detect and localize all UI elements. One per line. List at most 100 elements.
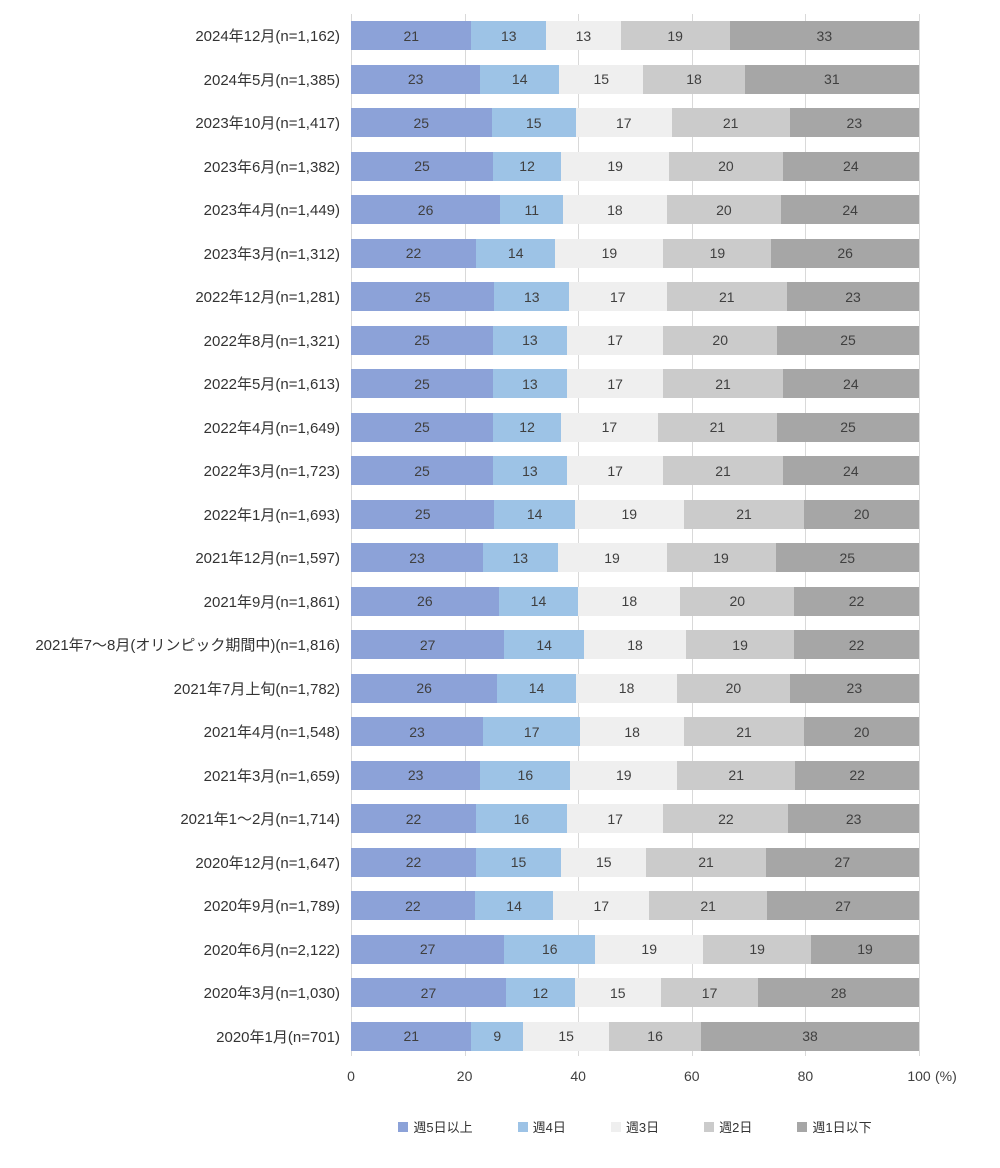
bar-segment: 23 [789,673,919,703]
category-label: 2023年6月(n=1,382) [203,158,340,176]
chart-row: 2021年4月(n=1,548) 23 17 18 21 20 [0,717,919,746]
legend-label: 週5日以上 [413,1120,473,1135]
category-label: 2021年4月(n=1,548) [203,724,340,741]
bar-segment: 25 [351,369,493,398]
chart-row: 2020年1月(n=701) 21 9 15 16 38 [0,1021,919,1051]
category-label: 2021年3月(n=1,659) [203,767,340,785]
category-label: 2020年1月(n=701) [216,1028,340,1046]
bar-segment: 14 [475,238,556,268]
category-label: 2021年12月(n=1,597) [195,550,340,567]
category-label: 2023年4月(n=1,449) [203,202,340,219]
category-label: 2022年4月(n=1,649) [203,419,340,437]
bar-segment: 20 [804,717,919,746]
chart-row: 2023年6月(n=1,382) 25 12 19 20 24 [0,151,919,181]
bar-segment: 17 [561,412,658,442]
bar-segment: 26 [771,238,919,268]
bar-segment: 21 [683,717,805,746]
bar-segment: 21 [663,456,783,485]
bar-segment: 13 [493,369,567,398]
bar-track: 21 13 13 19 33 [351,21,919,50]
bar-segment: 16 [609,1021,701,1051]
bar-segment: 15 [523,1021,610,1051]
bar-segment: 26 [351,673,498,703]
plot-gridlines [351,14,920,1056]
bar-segment: 21 [666,282,788,311]
bar-segment: 19 [574,499,684,529]
legend-item: 週2日 [704,1117,752,1136]
bar-segment: 24 [781,195,919,224]
bar-track: 27 16 19 19 19 [351,934,919,964]
bar-track: 22 15 15 21 27 [351,847,919,877]
chart-legend: 週5日以上 週4日 週3日 週2日 週1日以下 [351,1117,919,1136]
bar-segment: 14 [474,891,554,920]
bar-segment: 23 [789,108,919,137]
bar-segment: 17 [482,717,581,746]
legend-item: 週5日以上 [398,1117,473,1136]
bar-segment: 15 [561,847,647,877]
bar-segment: 13 [471,21,547,50]
bar-segment: 13 [493,456,567,485]
bar-segment: 19 [570,760,678,790]
bar-segment: 21 [671,108,790,137]
bar-track: 23 14 15 18 31 [351,64,920,94]
bar-segment: 23 [787,282,919,311]
bar-segment: 25 [777,412,919,442]
category-label: 2023年10月(n=1,417) [195,115,340,132]
bar-segment: 20 [677,673,790,703]
category-label: 2024年12月(n=1,162) [195,28,340,45]
bar-segment: 24 [782,151,919,181]
bar-segment: 23 [351,717,483,746]
legend-swatch-icon [517,1121,528,1132]
chart-row: 2022年8月(n=1,321) 25 13 17 20 25 [0,325,919,355]
legend-item: 週3日 [610,1117,659,1136]
bar-track: 22 16 17 22 23 [351,804,919,833]
chart-row: 2022年5月(n=1,613) 25 13 17 21 24 [0,369,919,398]
chart-row: 2020年3月(n=1,030) 27 12 15 17 28 [0,978,919,1007]
bar-track: 22 14 17 21 27 [351,891,919,920]
bar-segment: 18 [563,195,667,224]
bar-segment: 15 [574,978,661,1007]
bar-track: 25 12 19 20 24 [351,151,919,181]
bar-segment: 25 [351,108,492,137]
bar-segment: 25 [351,456,493,485]
chart-row: 2021年9月(n=1,861) 26 14 18 20 22 [0,586,919,616]
bar-segment: 18 [583,630,687,659]
x-tick-0: 0 [347,1068,355,1084]
category-label: 2023年3月(n=1,312) [203,245,340,263]
bar-track: 23 16 19 21 22 [351,760,919,790]
bar-segment: 19 [555,238,664,268]
category-label: 2020年3月(n=1,030) [203,985,340,1002]
bar-segment: 21 [649,891,768,920]
bar-segment: 21 [351,21,472,50]
category-label: 2021年9月(n=1,861) [203,593,340,611]
bar-segment: 27 [765,847,919,877]
bar-segment: 22 [351,891,475,920]
bar-segment: 25 [351,151,493,181]
bar-segment: 21 [677,760,796,790]
category-label: 2020年9月(n=1,789) [203,898,340,915]
bar-segment: 18 [575,673,678,703]
category-label: 2022年8月(n=1,321) [203,332,340,350]
bar-track: 25 15 17 21 23 [351,108,919,137]
bar-segment: 21 [351,1021,472,1051]
bar-segment: 18 [578,586,681,616]
legend-swatch-icon [704,1121,715,1132]
bar-track: 23 17 18 21 20 [351,717,919,746]
x-axis-unit: (%) [935,1068,957,1084]
x-tick-20: 20 [456,1068,473,1084]
bar-segment: 27 [351,934,505,964]
bar-segment: 23 [351,760,481,790]
bar-track: 22 14 19 19 26 [351,238,919,268]
bar-segment: 17 [566,369,664,398]
bar-segment: 25 [775,543,919,572]
bar-segment: 13 [493,325,567,355]
x-axis: (%) 0 20 40 60 80 100 [347,1068,957,1088]
bar-track: 25 12 17 21 25 [351,412,919,442]
bar-segment: 19 [557,543,667,572]
chart-row: 2020年12月(n=1,647) 22 15 15 21 27 [0,847,919,877]
bar-segment: 14 [494,499,575,529]
bar-segment: 14 [497,673,576,703]
legend-swatch-icon [398,1121,409,1132]
category-label: 2022年5月(n=1,613) [203,376,340,393]
